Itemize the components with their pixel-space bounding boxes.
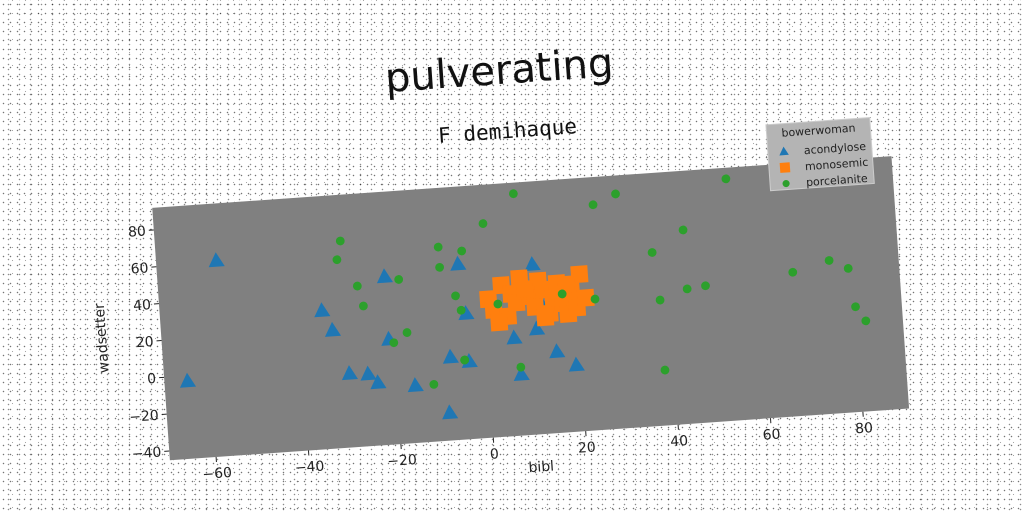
- porcelanite-point: [435, 262, 444, 272]
- porcelanite-point: [611, 189, 620, 199]
- porcelanite-point: [682, 284, 692, 294]
- monosemic-point: [557, 275, 576, 294]
- acondylose-point: [442, 404, 459, 420]
- acondylose-point: [458, 305, 475, 321]
- x-tick-label: −60: [202, 465, 233, 483]
- porcelanite-point: [478, 219, 488, 228]
- porcelanite-point: [508, 189, 518, 199]
- porcelanite-point: [647, 248, 657, 257]
- porcelanite-point: [655, 295, 665, 305]
- x-tick-label: 0: [489, 446, 499, 463]
- legend-label-monosemic: monosemic: [805, 156, 869, 173]
- acondylose-point: [314, 302, 331, 318]
- y-axis-label: wadsetter: [92, 302, 113, 373]
- porcelanite-point: [457, 246, 467, 256]
- acondylose-point: [513, 366, 530, 382]
- porcelanite-point: [588, 200, 598, 210]
- porcelanite-point: [660, 365, 670, 375]
- porcelanite-point: [358, 301, 368, 311]
- porcelanite-point: [332, 255, 342, 265]
- porcelanite-point: [824, 256, 834, 265]
- porcelanite-point: [590, 294, 600, 304]
- x-tick-label: −40: [294, 458, 325, 476]
- x-axis-label: bibl: [528, 458, 555, 476]
- porcelanite-point: [394, 275, 404, 284]
- acondylose-point: [442, 348, 460, 364]
- y-tick-label: 80: [128, 224, 147, 241]
- porcelanite-point: [678, 225, 688, 235]
- x-tick-label: 60: [762, 427, 781, 444]
- acondylose-point: [324, 321, 342, 337]
- y-axis-ticks: −40 −20 0 20 40 60 80: [128, 224, 170, 463]
- chart-subtitle: F demihaque: [437, 114, 577, 148]
- monosemic-point: [515, 280, 534, 299]
- monosemic-point: [576, 288, 595, 307]
- acondylose-point: [568, 356, 585, 372]
- acondylose-point: [506, 329, 523, 345]
- x-tick-label: 20: [577, 439, 596, 456]
- acondylose-point: [370, 374, 387, 390]
- x-tick-label: 80: [855, 420, 874, 437]
- porcelanite-point: [352, 281, 362, 291]
- acondylose-point: [179, 372, 197, 388]
- acondylose-point: [376, 268, 394, 284]
- acondylose-point: [450, 255, 467, 271]
- y-tick-label: −20: [129, 408, 160, 426]
- acondylose-point: [524, 256, 541, 272]
- porcelanite-point: [557, 289, 567, 299]
- monosemic-point: [570, 265, 589, 284]
- acondylose-point: [549, 343, 566, 359]
- data-marks: [179, 174, 871, 420]
- porcelanite-point: [516, 362, 526, 372]
- porcelanite-point: [389, 338, 399, 348]
- porcelanite-point: [493, 299, 503, 309]
- monosemic-point: [507, 293, 526, 312]
- x-tick-label: −20: [387, 452, 418, 470]
- acondylose-point: [461, 353, 478, 369]
- y-tick-label: 20: [135, 334, 154, 351]
- porcelanite-point: [788, 267, 798, 277]
- x-tick-label: 40: [670, 433, 689, 450]
- legend-box: [765, 117, 875, 192]
- porcelanite-point: [701, 281, 710, 291]
- legend-marker-monosemic: [779, 162, 791, 173]
- legend-title: bowerwoman: [781, 122, 856, 140]
- acondylose-point: [341, 365, 359, 381]
- porcelanite-point: [851, 302, 860, 312]
- acondylose-point: [208, 252, 225, 268]
- y-tick-label: 40: [133, 297, 152, 314]
- porcelanite-point: [429, 379, 439, 389]
- x-axis-ticks: −60 −40 −20 0 20 40 60 80: [202, 411, 874, 483]
- legend-marker-acondylose: [779, 146, 789, 156]
- chart-title: pulverating: [383, 40, 614, 102]
- porcelanite-point: [433, 242, 443, 252]
- acondylose-point: [529, 320, 546, 336]
- porcelanite-point: [721, 174, 731, 184]
- y-tick-label: 0: [147, 371, 157, 388]
- porcelanite-point: [402, 328, 412, 337]
- acondylose-point: [407, 377, 424, 393]
- porcelanite-point: [460, 355, 470, 365]
- legend-label-acondylose: acondylose: [803, 140, 866, 157]
- porcelanite-point: [451, 291, 460, 301]
- y-tick-label: −40: [131, 445, 162, 463]
- porcelanite-point: [456, 305, 466, 315]
- porcelanite-point: [843, 263, 853, 273]
- acondylose-point: [360, 365, 377, 381]
- legend-marker-porcelanite: [782, 179, 790, 188]
- porcelanite-point: [861, 316, 871, 326]
- monosemic-point: [536, 308, 555, 327]
- porcelanite-point: [335, 236, 345, 246]
- legend: bowerwoman acondylosemonosemicporcelanit…: [765, 117, 875, 192]
- monosemic-point: [490, 313, 509, 332]
- legend-label-porcelanite: porcelanite: [806, 172, 869, 189]
- y-tick-label: 60: [130, 260, 149, 277]
